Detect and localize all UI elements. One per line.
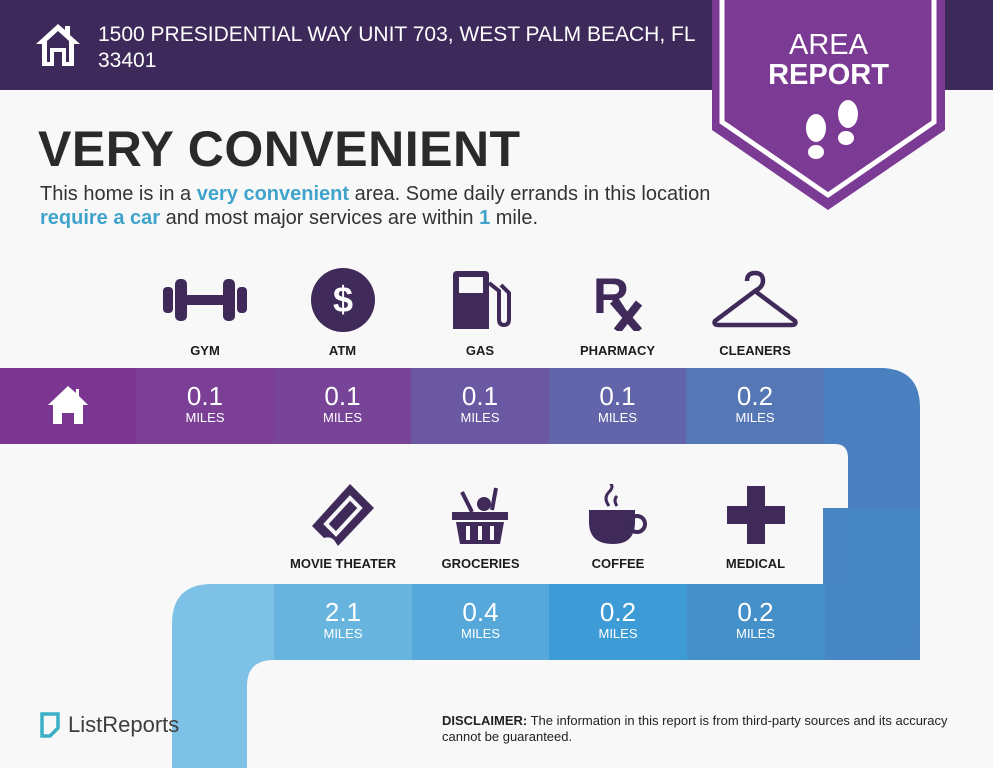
distance-value: 0.1 (461, 381, 499, 411)
category-label: GYM (190, 343, 220, 358)
category-label: MEDICAL (725, 556, 786, 571)
medical-cross-icon (706, 480, 806, 550)
distance-cell: 0.1 MILES (273, 368, 412, 444)
category-label: CLEANERS (719, 343, 791, 358)
area-report-badge (712, 0, 945, 210)
category-label: PHARMACY (579, 343, 656, 358)
distance-cell: 2.1 MILES (274, 584, 412, 660)
distance-cell: 0.4 MILES (411, 584, 550, 660)
distance-cell: 0.1 MILES (411, 368, 549, 444)
ticket-icon (293, 480, 393, 550)
distance-value: 0.2 (736, 381, 774, 411)
distance-value: 2.1 (324, 597, 362, 627)
distance-unit: MILES (598, 626, 638, 641)
distance-value: 0.2 (737, 597, 774, 627)
badge-title: AREA REPORT (768, 29, 889, 91)
distance-value: 0.4 (462, 597, 499, 627)
hanger-icon (705, 265, 805, 335)
description: This home is in a very convenient area. … (40, 183, 711, 229)
address: 1500 PRESIDENTIAL WAY UNIT 703, WEST PAL… (98, 23, 695, 72)
distance-value: 0.1 (324, 381, 361, 411)
distance-value: 0.1 (186, 381, 224, 411)
footprints-icon (806, 100, 858, 159)
gas-pump-icon (430, 265, 530, 335)
distance-cell: 0.2 MILES (686, 368, 824, 444)
distance-value: 0.1 (599, 381, 636, 411)
distance-unit: MILES (323, 626, 363, 641)
category-label: MOVIE THEATER (290, 556, 396, 571)
distance-cell: 0.1 MILES (548, 368, 687, 444)
home-icon (48, 386, 88, 424)
distance-unit: MILES (597, 410, 637, 425)
basket-icon (431, 480, 531, 550)
listreports-logo: ListReports (38, 712, 179, 738)
category-label: ATM (328, 343, 357, 358)
distance-unit: MILES (185, 410, 225, 425)
page-title: VERY CONVENIENT (38, 121, 521, 177)
distance-unit: MILES (735, 626, 775, 641)
distance-cell: 0.1 MILES (136, 368, 274, 444)
distance-unit: MILES (460, 626, 500, 641)
coffee-cup-icon (568, 480, 668, 550)
distance-unit: MILES (735, 410, 775, 425)
distance-cell: 0.2 MILES (549, 584, 687, 660)
svg-text:$: $ (332, 279, 352, 320)
category-label: COFFEE (591, 556, 645, 571)
rx-icon: R (568, 265, 668, 335)
distance-cell: 0.2 MILES (686, 584, 825, 660)
distance-unit: MILES (460, 410, 500, 425)
category-label: GAS (465, 343, 495, 358)
disclaimer: DISCLAIMER: The information in this repo… (442, 713, 948, 744)
house-icon (36, 24, 80, 66)
distance-unit: MILES (322, 410, 362, 425)
distance-value: 0.2 (599, 597, 637, 627)
dollar-icon: $ (293, 265, 393, 335)
logo-icon (40, 712, 60, 738)
category-label: GROCERIES (441, 556, 520, 571)
dumbbell-icon (155, 265, 255, 335)
